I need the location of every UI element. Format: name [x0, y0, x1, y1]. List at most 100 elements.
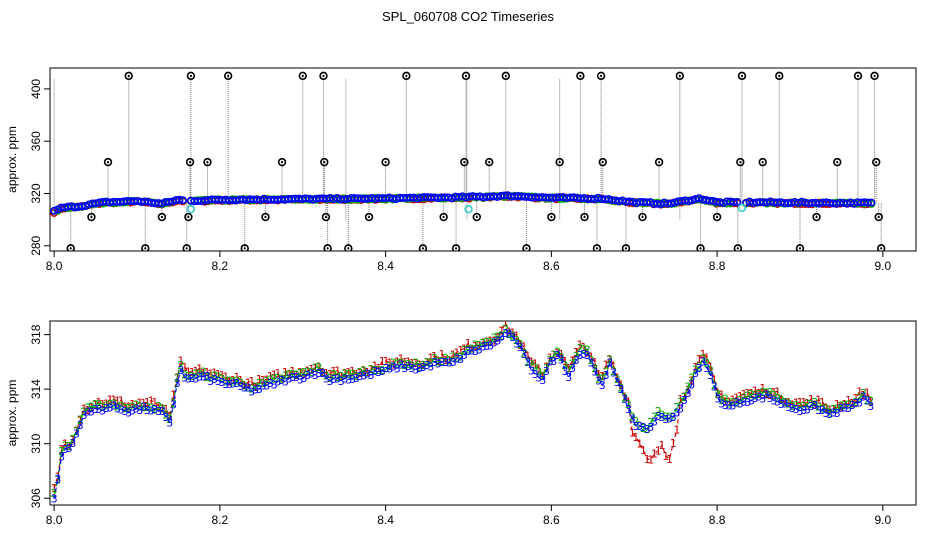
series-marker-1: 1	[517, 339, 524, 352]
baseline-point	[84, 200, 93, 209]
series-marker-3: 3	[726, 400, 733, 413]
outlier-point	[675, 71, 685, 81]
series-marker-1: 1	[159, 402, 166, 415]
series-marker-1: 1	[166, 410, 173, 423]
series-marker-2: 2	[196, 367, 203, 380]
series-marker-1: 1	[532, 357, 539, 370]
series-marker-1: 1	[595, 368, 602, 381]
series-marker-2: 2	[189, 370, 196, 383]
series-marker-1: 1	[181, 361, 188, 374]
series-marker-1: 1	[640, 444, 647, 457]
outlier-point-center	[579, 74, 582, 77]
series-marker-2: 2	[535, 365, 542, 378]
series-marker-3: 3	[759, 393, 766, 406]
series-marker-3: 3	[315, 367, 322, 380]
series-marker-3: 3	[241, 381, 248, 394]
series-marker-2: 2	[401, 359, 408, 372]
series-marker-2: 2	[133, 399, 140, 412]
series-marker-2: 2	[651, 411, 658, 424]
series-marker-3: 3	[673, 407, 680, 420]
series-marker-1: 1	[226, 376, 233, 389]
series-marker-3: 3	[468, 344, 475, 357]
series-marker-3: 3	[219, 376, 226, 389]
outlier-point	[87, 212, 96, 222]
series-marker-1: 1	[92, 399, 99, 412]
series-marker-1: 1	[177, 355, 184, 368]
series-marker-3: 3	[226, 378, 233, 391]
series-marker-2: 2	[554, 346, 561, 359]
outlier-point	[184, 212, 193, 222]
series-marker-3: 3	[379, 365, 386, 378]
outlier-point-center	[739, 161, 742, 164]
series-marker-3: 3	[722, 399, 729, 412]
series-marker-1: 1	[58, 443, 65, 456]
series-marker-2: 2	[700, 353, 707, 366]
series-marker-2: 2	[125, 402, 132, 415]
outlier-point-center	[525, 247, 528, 250]
series-marker-3: 3	[554, 349, 561, 362]
series-marker-3: 3	[480, 340, 487, 353]
x-tick-label: 8.8	[709, 513, 726, 527]
series-marker-1: 1	[274, 367, 281, 380]
outlier-point-center	[856, 74, 860, 77]
series-marker-1: 1	[107, 394, 114, 407]
series-marker-3: 3	[73, 427, 80, 440]
series-marker-3: 3	[800, 404, 807, 417]
series-marker-1: 1	[494, 331, 501, 344]
series-marker-2: 2	[252, 381, 259, 394]
series-marker-2: 2	[841, 399, 848, 412]
series-marker-2: 2	[409, 360, 416, 373]
series-marker-2: 2	[144, 401, 151, 414]
series-marker-3: 3	[118, 404, 125, 417]
series-marker-3: 3	[841, 401, 848, 414]
series-marker-1: 1	[297, 366, 304, 379]
baseline-point	[797, 197, 806, 206]
series-marker-1: 1	[286, 368, 293, 381]
series-marker-2: 2	[852, 396, 859, 409]
series-marker-3: 3	[498, 330, 505, 343]
baseline-point	[200, 196, 209, 205]
series-marker-1: 1	[703, 352, 710, 365]
series-marker-3: 3	[200, 371, 207, 384]
series-marker-2: 2	[263, 375, 270, 388]
series-marker-3: 3	[301, 372, 308, 385]
series-marker-2: 2	[845, 399, 852, 412]
series-marker-1: 1	[521, 340, 528, 353]
series-marker-3: 3	[409, 362, 416, 375]
series-marker-2: 2	[88, 401, 95, 414]
outlier-point	[758, 157, 767, 167]
series-marker-3: 3	[789, 402, 796, 415]
outlier-point-center	[558, 161, 561, 164]
series-marker-2: 2	[662, 411, 669, 424]
series-marker-2: 2	[673, 401, 680, 414]
series-marker-1: 1	[409, 357, 416, 370]
series-marker-1: 1	[856, 386, 863, 399]
series-marker-3: 3	[368, 369, 375, 382]
series-marker-2: 2	[756, 388, 763, 401]
series-marker-2: 2	[565, 364, 572, 377]
series-marker-3: 3	[207, 375, 214, 388]
outlier-point	[592, 244, 602, 251]
series-marker-1: 1	[69, 434, 76, 447]
series-marker-1: 1	[95, 396, 102, 409]
series-marker-3: 3	[785, 401, 792, 414]
baseline-point	[343, 195, 352, 203]
series-marker-3: 3	[319, 367, 326, 380]
outlier-point-center	[601, 161, 604, 164]
series-marker-3: 3	[595, 374, 602, 387]
series-marker-2: 2	[181, 369, 188, 382]
series-marker-1: 1	[513, 329, 520, 342]
series-marker-3: 3	[808, 400, 815, 413]
series-marker-3: 3	[51, 492, 58, 505]
series-marker-3: 3	[360, 369, 367, 382]
series-marker-3: 3	[412, 363, 419, 376]
series-marker-1: 1	[826, 404, 833, 417]
series-marker-1: 1	[125, 401, 132, 414]
series-marker-2: 2	[327, 372, 334, 385]
series-marker-3: 3	[834, 407, 841, 420]
series-marker-3: 3	[636, 420, 643, 433]
series-marker-2: 2	[110, 398, 117, 411]
series-marker-1: 1	[800, 396, 807, 409]
x-tick-label: 8.2	[212, 259, 229, 273]
series-marker-3: 3	[375, 366, 382, 379]
